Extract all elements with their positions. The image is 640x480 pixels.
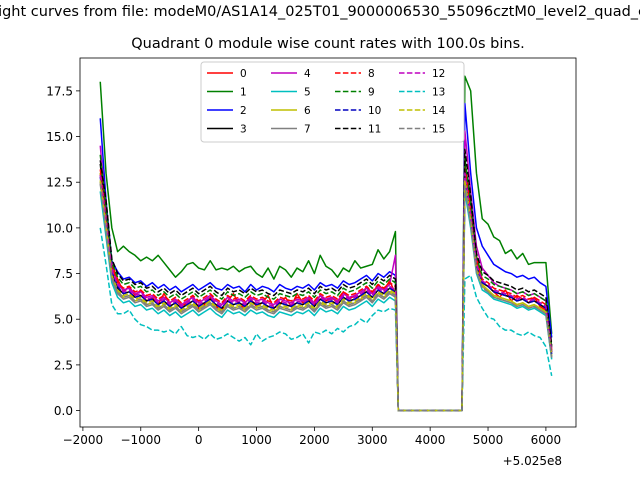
series-line-9 xyxy=(99,154,553,412)
series-line-1 xyxy=(99,75,553,412)
x-axis: −2000 −1000 0 1000 2000 3000 4000 5000 6000 xyxy=(63,427,562,447)
legend-label-4: 4 xyxy=(304,68,311,80)
legend-label-11: 11 xyxy=(368,124,381,136)
legend-label-8: 8 xyxy=(368,68,375,80)
series-line-10 xyxy=(99,175,553,412)
legend-box xyxy=(200,61,465,143)
series-line-4 xyxy=(99,130,553,412)
plot-frame xyxy=(79,57,577,428)
y-tick-label: 5.0 xyxy=(54,313,73,327)
series-line-5 xyxy=(99,190,553,412)
x-tick-label: 4000 xyxy=(415,433,446,447)
series-line-14 xyxy=(99,179,553,412)
legend-label-1: 1 xyxy=(240,87,247,99)
legend-label-3: 3 xyxy=(240,124,247,136)
legend-label-13: 13 xyxy=(432,87,445,99)
x-tick-label: 6000 xyxy=(531,433,562,447)
y-tick-label: 0.0 xyxy=(54,404,73,418)
x-tick-label: −2000 xyxy=(63,433,104,447)
series-layer xyxy=(99,75,553,412)
legend-label-12: 12 xyxy=(432,68,445,80)
y-axis: 0.0 2.5 5.0 7.5 10.0 12.5 15.0 17.5 xyxy=(46,84,80,418)
y-tick-label: 17.5 xyxy=(46,84,73,98)
chart-title: Quadrant 0 module wise count rates with … xyxy=(131,36,525,52)
figure-suptitle-container: Light curves from file: modeM0/AS1A14_02… xyxy=(0,4,640,26)
x-axis-offset-label: +5.025e8 xyxy=(503,454,562,468)
x-tick-label: −1000 xyxy=(120,433,161,447)
series-line-13 xyxy=(99,227,553,412)
series-line-15 xyxy=(99,183,553,412)
legend-label-10: 10 xyxy=(368,105,381,117)
y-tick-label: 12.5 xyxy=(46,176,73,190)
x-tick-label: 2000 xyxy=(299,433,330,447)
x-tick-label: 5000 xyxy=(473,433,504,447)
legend-label-9: 9 xyxy=(368,87,375,99)
legend-label-6: 6 xyxy=(304,105,311,117)
x-tick-label: 0 xyxy=(195,433,203,447)
legend-label-7: 7 xyxy=(304,124,311,136)
series-line-8 xyxy=(99,165,553,412)
x-tick-label: 1000 xyxy=(241,433,272,447)
series-line-12 xyxy=(99,172,553,412)
series-line-2 xyxy=(99,102,553,412)
legend-label-15: 15 xyxy=(432,124,445,136)
y-tick-label: 15.0 xyxy=(46,130,73,144)
y-tick-label: 7.5 xyxy=(54,267,73,281)
figure-suptitle: Light curves from file: modeM0/AS1A14_02… xyxy=(0,4,640,20)
legend-label-2: 2 xyxy=(240,105,247,117)
legend-label-14: 14 xyxy=(432,105,446,117)
series-line-7 xyxy=(99,181,553,412)
y-tick-label: 2.5 xyxy=(54,358,73,372)
legend-label-0: 0 xyxy=(240,68,247,80)
series-line-11 xyxy=(99,148,553,412)
y-tick-label: 10.0 xyxy=(46,221,73,235)
x-tick-label: 3000 xyxy=(357,433,388,447)
legend-label-5: 5 xyxy=(304,87,311,99)
